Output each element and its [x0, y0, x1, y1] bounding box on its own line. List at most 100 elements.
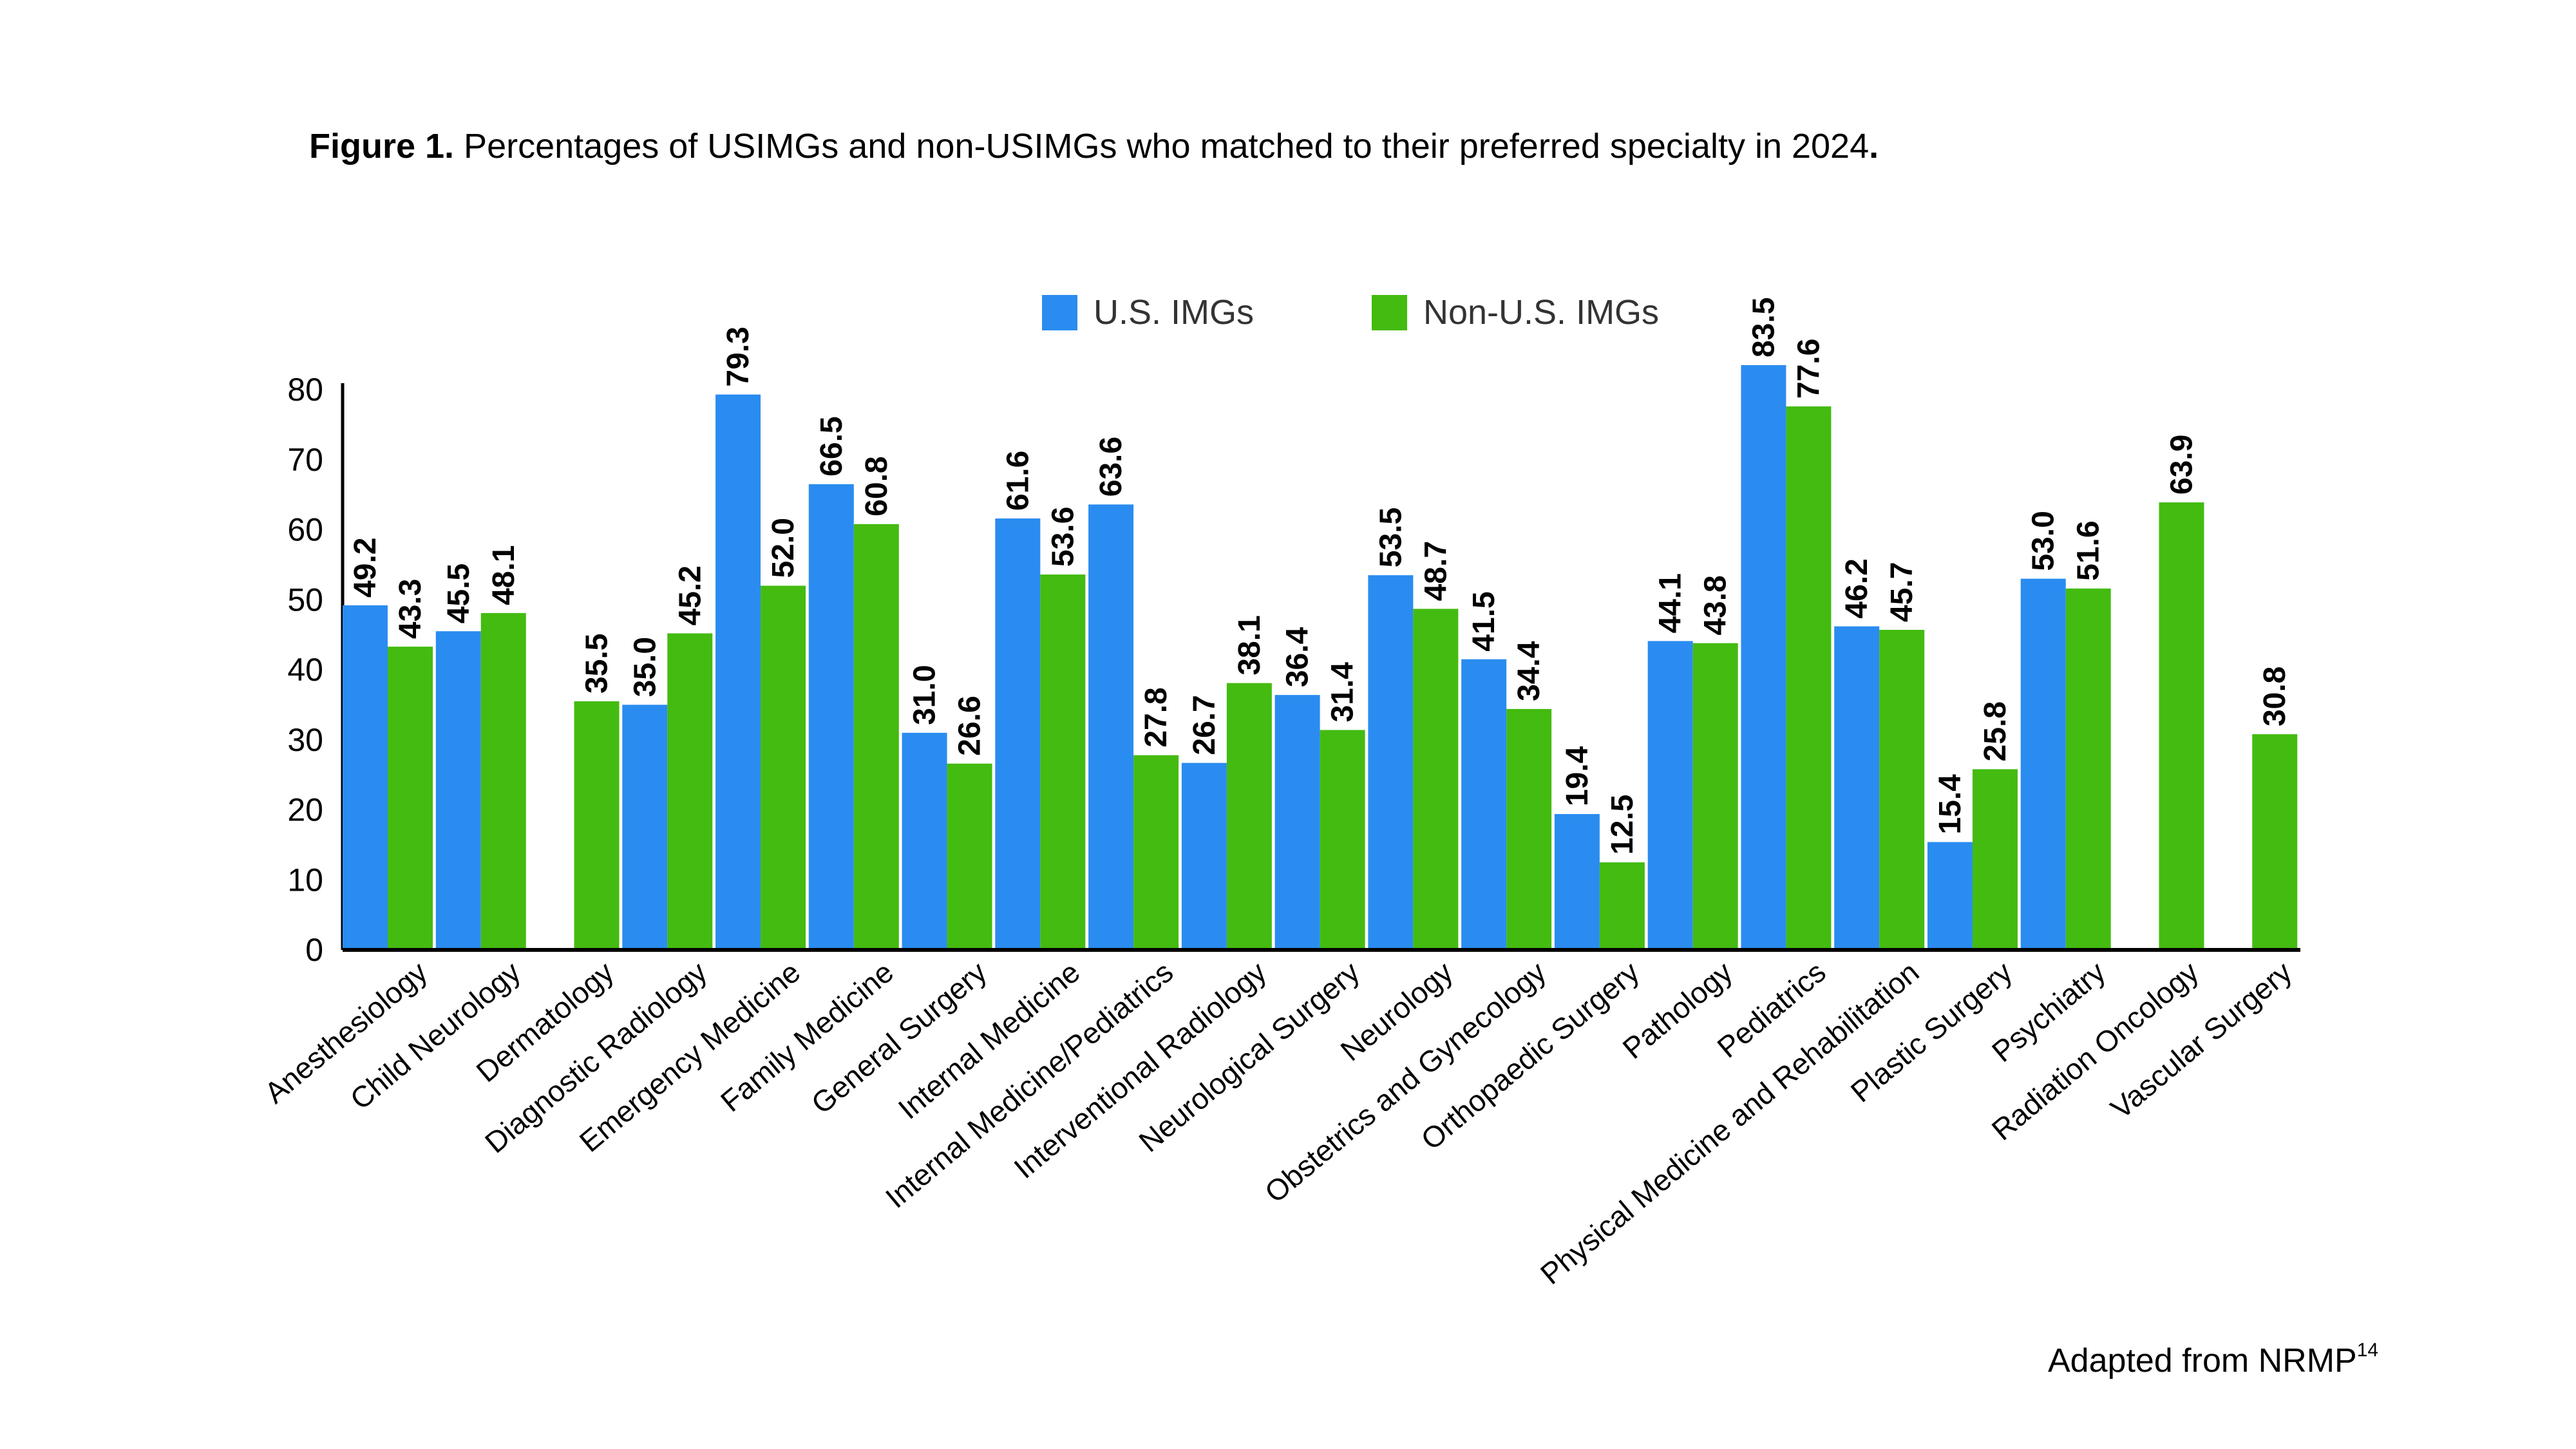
y-tick-label: 60	[287, 512, 323, 548]
y-tick-label: 70	[287, 442, 323, 478]
bar	[2020, 578, 2066, 950]
bar-value-label: 27.8	[1139, 687, 1173, 747]
bar-group-emergency-medicine-non-u-s-imgs: 52.0	[761, 518, 806, 950]
x-tick-label: Plastic Surgery	[1844, 955, 2018, 1109]
bar-value-label: 35.5	[580, 634, 614, 694]
bar-group-family-medicine-u-s-imgs: 66.5	[808, 416, 854, 950]
bar	[1599, 862, 1645, 950]
legend-swatch	[1372, 295, 1407, 330]
bar-group-orthopaedic-surgery-u-s-imgs: 19.4	[1554, 746, 1600, 950]
y-tick-label: 50	[287, 582, 323, 618]
bar-group-physical-medicine-and-rehabilitation-u-s-imgs: 46.2	[1834, 558, 1880, 950]
bar-value-label: 63.9	[2164, 435, 2199, 495]
bar-group-radiation-oncology-non-u-s-imgs: 63.9	[2159, 435, 2204, 950]
bar-group-internal-medicine-pediatrics-non-u-s-imgs: 27.8	[1133, 687, 1179, 950]
bar	[1461, 659, 1507, 950]
bar-value-label: 43.3	[393, 579, 428, 639]
bar-group-dermatology-non-u-s-imgs: 35.5	[574, 634, 620, 950]
legend-label: U.S. IMGs	[1094, 293, 1254, 332]
bar-group-vascular-surgery-non-u-s-imgs: 30.8	[2252, 667, 2298, 950]
bar-group-neurology-u-s-imgs: 53.5	[1368, 507, 1414, 950]
y-tick-label: 80	[287, 372, 323, 408]
bar	[1133, 755, 1179, 950]
bar-group-psychiatry-u-s-imgs: 53.0	[2020, 511, 2066, 950]
legend-swatch	[1042, 295, 1077, 330]
bar-value-label: 83.5	[1747, 298, 1781, 357]
y-axis: 0 10 20 30 40 50 60 70 80	[287, 372, 345, 968]
bar-group-neurological-surgery-u-s-imgs: 36.4	[1274, 627, 1320, 950]
bar-group-physical-medicine-and-rehabilitation-non-u-s-imgs: 45.7	[1879, 562, 1925, 950]
bar	[715, 394, 761, 950]
bar-value-label: 63.6	[1094, 437, 1128, 497]
legend-item-non-u-s-imgs: Non-U.S. IMGs	[1372, 293, 1659, 332]
bar-group-internal-medicine-u-s-imgs: 61.6	[995, 451, 1041, 950]
bar	[1040, 574, 1086, 950]
bar-value-label: 36.4	[1281, 627, 1315, 687]
bar	[1274, 695, 1320, 950]
chart-legend: U.S. IMGs Non-U.S. IMGs	[1042, 293, 1659, 332]
bar-group-diagnostic-radiology-u-s-imgs: 35.0	[622, 637, 668, 950]
bar-group-diagnostic-radiology-non-u-s-imgs: 45.2	[667, 565, 713, 950]
bar	[2159, 502, 2204, 950]
bar-value-label: 66.5	[815, 416, 849, 476]
bar-series: 49.2 43.3 45.5 48.1 35.5 35.0 45.2 79.3 52.0 66.5…	[343, 298, 2300, 952]
bar	[388, 647, 433, 950]
bar-group-pathology-u-s-imgs: 44.1	[1647, 573, 1693, 950]
bar	[1506, 708, 1552, 950]
bar	[853, 524, 899, 950]
bar	[1786, 406, 1832, 950]
bar	[761, 585, 806, 950]
bar-group-child-neurology-non-u-s-imgs: 48.1	[480, 545, 526, 950]
bar-group-anesthesiology-non-u-s-imgs: 43.3	[388, 579, 433, 950]
bar-group-plastic-surgery-u-s-imgs: 15.4	[1927, 774, 1973, 950]
bar-value-label: 41.5	[1467, 591, 1501, 651]
y-tick-label: 20	[287, 792, 323, 828]
source-reference: 14	[2356, 1340, 2379, 1361]
bar-value-label: 30.8	[2258, 667, 2292, 726]
bar	[1088, 504, 1134, 950]
bar-value-label: 53.5	[1374, 507, 1408, 567]
bar-group-neurology-non-u-s-imgs: 48.7	[1413, 541, 1459, 950]
bar-value-label: 34.4	[1512, 641, 1546, 701]
bar-value-label: 60.8	[860, 456, 894, 516]
bar	[902, 732, 947, 950]
bar-value-label: 44.1	[1654, 573, 1688, 633]
bar-value-label: 52.0	[766, 518, 800, 578]
figure-caption-period: .	[1869, 127, 1879, 166]
y-tick-label: 0	[305, 932, 323, 968]
bar	[2065, 588, 2111, 950]
bar-value-label: 35.0	[628, 637, 662, 697]
bar-group-internal-medicine-pediatrics-u-s-imgs: 63.6	[1088, 437, 1134, 950]
bar-value-label: 45.5	[442, 564, 476, 623]
bar	[947, 763, 992, 950]
bar-group-plastic-surgery-non-u-s-imgs: 25.8	[1972, 701, 2018, 950]
bar-value-label: 48.7	[1419, 541, 1453, 601]
bar-value-label: 31.4	[1326, 662, 1360, 723]
y-tick-label: 10	[287, 862, 323, 898]
bar	[808, 484, 854, 950]
bar	[1413, 609, 1459, 950]
bar-value-label: 12.5	[1605, 795, 1640, 855]
bar-value-label: 53.0	[2027, 511, 2061, 571]
bar-value-label: 25.8	[1978, 701, 2012, 761]
bar-value-label: 31.0	[908, 665, 942, 724]
bar	[2252, 734, 2298, 950]
bar	[1834, 626, 1880, 950]
bar	[1741, 365, 1786, 950]
bar	[1368, 575, 1414, 950]
bar-group-pediatrics-non-u-s-imgs: 77.6	[1786, 339, 1832, 950]
bar-group-anesthesiology-u-s-imgs: 49.2	[343, 538, 388, 950]
bar	[343, 605, 388, 950]
bar	[667, 633, 713, 950]
bar-value-label: 15.4	[1933, 774, 1967, 835]
bar-value-label: 38.1	[1233, 615, 1267, 675]
x-tick-label: Anesthesiology	[258, 955, 433, 1110]
bar-group-internal-medicine-non-u-s-imgs: 53.6	[1040, 507, 1086, 950]
bar-group-interventional-radiology-u-s-imgs: 26.7	[1181, 695, 1227, 950]
bar	[1927, 842, 1973, 950]
bar-group-emergency-medicine-u-s-imgs: 79.3	[715, 327, 761, 950]
bar-value-label: 51.6	[2072, 520, 2106, 580]
